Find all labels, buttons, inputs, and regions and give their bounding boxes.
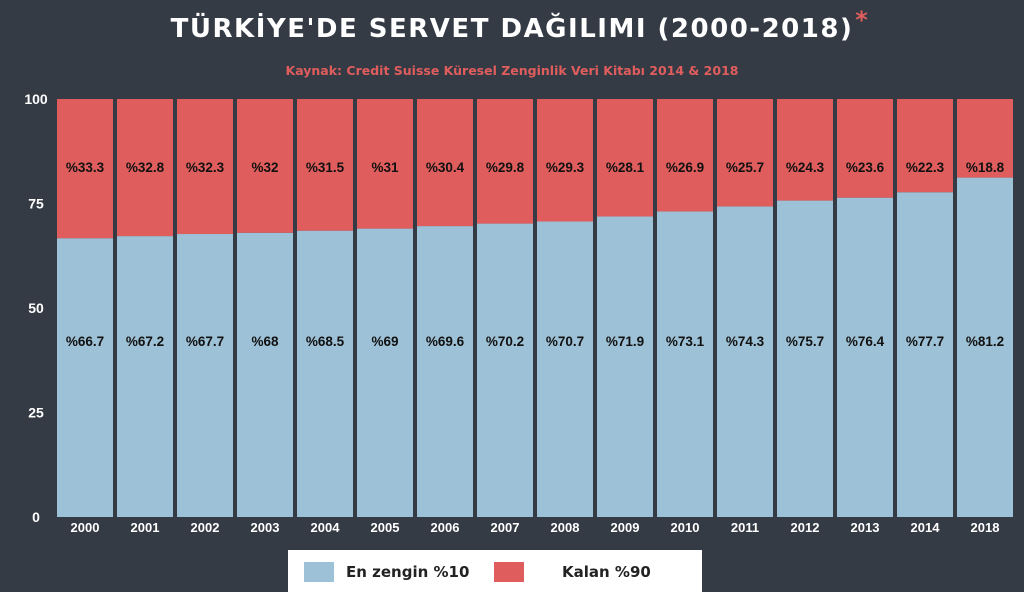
chart-subtitle: Kaynak: Credit Suisse Küresel Zenginlik …	[285, 63, 739, 78]
data-label-rest90: %33.3	[66, 160, 105, 175]
bar-top10	[537, 221, 593, 517]
bar-top10	[477, 223, 533, 517]
bar-rest90	[837, 99, 893, 198]
y-tick-label: 100	[24, 91, 48, 107]
legend-item-top10: En zengin %10	[304, 561, 469, 583]
legend-label-top10: En zengin %10	[346, 563, 470, 581]
y-tick-label: 25	[28, 405, 44, 421]
bar-rest90	[477, 99, 533, 224]
data-label-top10: %71.9	[606, 334, 644, 349]
data-label-top10: %75.7	[786, 334, 824, 349]
data-label-rest90: %30.4	[426, 160, 465, 175]
bar-top10	[777, 200, 833, 517]
legend-label-rest90: Kalan %90	[562, 563, 651, 581]
x-tick-label: 2004	[311, 520, 341, 535]
data-label-rest90: %25.7	[726, 160, 764, 175]
data-label-rest90: %32.8	[126, 160, 165, 175]
data-label-top10: %69.6	[426, 334, 465, 349]
x-tick-label: 2002	[191, 520, 220, 535]
bar-top10	[597, 216, 653, 517]
data-label-top10: %67.7	[186, 334, 224, 349]
legend-swatch-rest90	[494, 562, 524, 582]
data-label-top10: %67.2	[126, 334, 164, 349]
bar-top10	[237, 232, 293, 517]
bar-top10	[117, 236, 173, 517]
title-asterisk: *	[855, 6, 870, 34]
chart-title: TÜRKİYE'DE SERVET DAĞILIMI (2000-2018) *	[170, 6, 868, 44]
y-tick-label: 0	[32, 509, 40, 525]
data-label-top10: %69	[371, 334, 398, 349]
bar-rest90	[957, 99, 1013, 178]
x-tick-label: 2018	[971, 520, 1000, 535]
bar-top10	[657, 211, 713, 517]
data-label-top10: %68.5	[306, 334, 345, 349]
bar-rest90	[897, 99, 953, 193]
data-label-rest90: %32.3	[186, 160, 225, 175]
bar-rest90	[177, 99, 233, 235]
data-label-rest90: %29.3	[546, 160, 585, 175]
data-label-rest90: %23.6	[846, 160, 885, 175]
legend: En zengin %10 Kalan %90	[288, 550, 702, 592]
y-tick-label: 75	[28, 196, 44, 212]
bar-top10	[837, 197, 893, 517]
bar-rest90	[117, 99, 173, 237]
legend-item-rest90: Kalan %90	[494, 561, 651, 583]
bar-rest90	[237, 99, 293, 233]
data-label-rest90: %31	[371, 160, 399, 175]
bar-rest90	[357, 99, 413, 229]
data-label-top10: %66.7	[66, 334, 104, 349]
bar-rest90	[297, 99, 353, 231]
bar-top10	[297, 230, 353, 518]
data-label-rest90: %24.3	[786, 160, 825, 175]
data-label-rest90: %28.1	[606, 160, 645, 175]
x-tick-label: 2007	[491, 520, 520, 535]
data-label-top10: %77.7	[906, 334, 944, 349]
x-tick-label: 2006	[431, 520, 460, 535]
data-label-top10: %70.2	[486, 334, 524, 349]
x-tick-label: 2009	[611, 520, 640, 535]
x-tick-label: 2013	[851, 520, 880, 535]
bar-rest90	[717, 99, 773, 207]
x-tick-label: 2008	[551, 520, 580, 535]
bar-rest90	[777, 99, 833, 201]
bar-top10	[57, 238, 113, 517]
legend-swatch-top10	[304, 562, 334, 582]
bar-rest90	[537, 99, 593, 222]
data-label-rest90: %32	[251, 160, 278, 175]
x-tick-label: 2011	[731, 520, 759, 535]
data-label-rest90: %26.9	[666, 160, 704, 175]
data-label-top10: %73.1	[666, 334, 705, 349]
bar-rest90	[597, 99, 653, 217]
bar-top10	[717, 206, 773, 517]
bar-top10	[417, 226, 473, 517]
x-tick-label: 2001	[131, 520, 160, 535]
data-label-top10: %68	[251, 334, 279, 349]
bar-top10	[357, 228, 413, 517]
bar-top10	[957, 177, 1013, 518]
data-label-top10: %70.7	[546, 334, 584, 349]
x-tick-label: 2014	[911, 520, 941, 535]
data-label-top10: %74.3	[726, 334, 765, 349]
bar-top10	[897, 192, 953, 518]
bar-rest90	[657, 99, 713, 212]
y-tick-label: 50	[28, 300, 44, 316]
data-label-rest90: %31.5	[306, 160, 345, 175]
bar-top10	[177, 234, 233, 518]
data-label-rest90: %22.3	[906, 160, 945, 175]
data-label-rest90: %29.8	[486, 160, 525, 175]
data-label-top10: %76.4	[846, 334, 885, 349]
bar-rest90	[417, 99, 473, 227]
x-tick-label: 2012	[791, 520, 820, 535]
stacked-bar-chart: 0 25 50 75 100 %66.7 %33.3 2000 %67.2 %32.8 2001 %6…	[24, 91, 1013, 535]
x-tick-label: 2000	[71, 520, 100, 535]
x-tick-label: 2005	[371, 520, 400, 535]
data-label-top10: %81.2	[966, 334, 1004, 349]
x-tick-label: 2003	[251, 520, 280, 535]
chart-title-text: TÜRKİYE'DE SERVET DAĞILIMI (2000-2018)	[170, 14, 854, 44]
title-wrap: TÜRKİYE'DE SERVET DAĞILIMI (2000-2018) *	[0, 6, 1024, 44]
x-tick-label: 2010	[671, 520, 700, 535]
bar-rest90	[57, 99, 113, 239]
data-label-rest90: %18.8	[966, 160, 1005, 175]
